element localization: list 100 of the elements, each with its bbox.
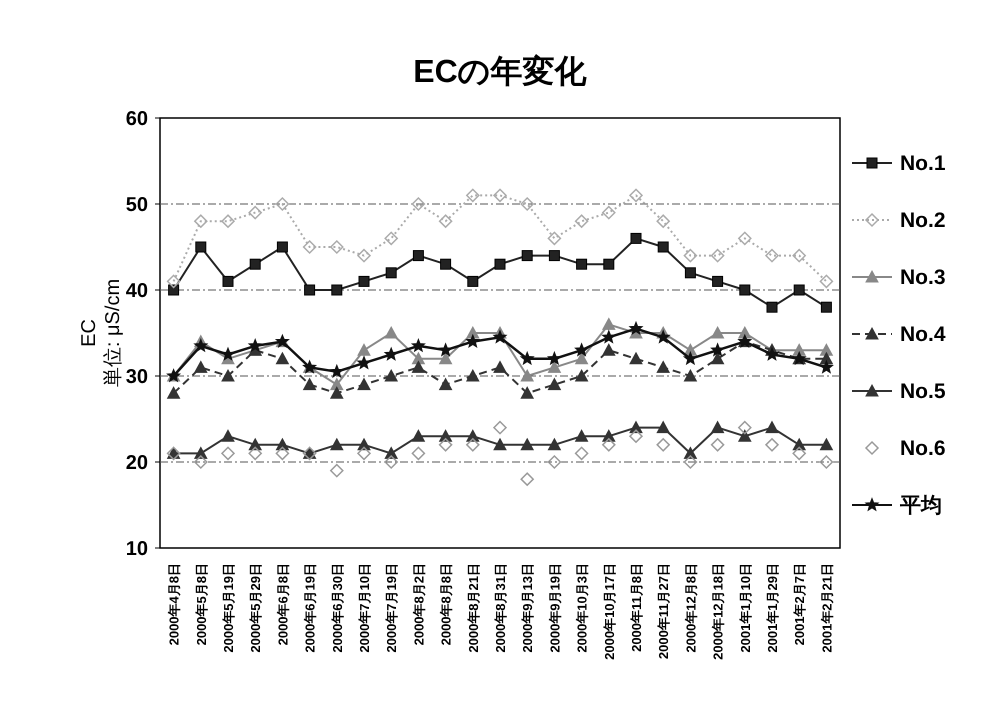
y-tick-label: 60	[126, 108, 148, 130]
x-tick-label: 2000年8月21日	[466, 563, 481, 653]
x-tick-label: 2000年4月8日	[166, 563, 182, 646]
point	[221, 214, 235, 228]
legend-label: No.4	[900, 323, 946, 346]
x-tick-label: 2000年12月18日	[710, 563, 726, 660]
point	[248, 206, 262, 220]
x-tick-label: 2000年6月19日	[302, 563, 318, 653]
point	[384, 455, 398, 469]
point	[548, 378, 561, 390]
point	[248, 446, 262, 460]
y-tick-label: 40	[126, 280, 148, 302]
point	[466, 370, 480, 382]
point	[710, 438, 724, 452]
point	[494, 360, 506, 373]
point	[548, 438, 561, 450]
x-tick-label: 2000年8月8日	[438, 563, 454, 646]
point	[602, 318, 616, 330]
point	[520, 197, 534, 211]
point	[439, 378, 452, 390]
point	[222, 370, 234, 382]
x-tick-label: 2000年6月30日	[330, 563, 345, 653]
point	[656, 438, 670, 452]
point	[629, 188, 643, 202]
point	[765, 348, 779, 360]
y-tick-label: 10	[126, 538, 148, 560]
point	[466, 188, 480, 202]
point	[684, 267, 696, 278]
y-tick-label: 50	[126, 194, 148, 216]
y-tick-label: 20	[126, 452, 148, 474]
legend-label: No.5	[900, 380, 946, 403]
point	[357, 248, 371, 262]
point	[357, 446, 371, 460]
point	[194, 455, 208, 469]
point	[575, 352, 588, 364]
point	[629, 322, 643, 334]
x-tick-label: 2000年7月10日	[357, 563, 372, 653]
point	[820, 274, 834, 288]
point	[439, 352, 452, 364]
point	[574, 214, 588, 228]
point	[629, 429, 643, 443]
point	[738, 430, 752, 442]
point	[603, 258, 614, 270]
point	[684, 352, 698, 365]
point	[303, 378, 316, 390]
point	[166, 274, 180, 288]
point	[493, 330, 507, 344]
point	[738, 420, 752, 434]
point	[765, 248, 779, 262]
point	[656, 421, 670, 434]
point	[493, 188, 507, 202]
point	[412, 446, 426, 460]
point	[520, 438, 534, 450]
x-tick-label: 2000年9月19日	[547, 563, 562, 653]
point	[602, 206, 616, 220]
point	[522, 250, 533, 262]
point	[222, 276, 234, 287]
point	[656, 360, 670, 373]
x-tick-label: 2000年11月8日	[629, 563, 644, 652]
point	[684, 248, 698, 262]
x-tick-label: 2000年6月8日	[275, 563, 290, 646]
point	[575, 370, 588, 382]
point	[765, 438, 779, 452]
point	[630, 352, 642, 364]
point	[574, 446, 588, 460]
point	[520, 386, 534, 399]
point	[330, 386, 344, 399]
point	[358, 344, 370, 356]
point	[820, 455, 834, 469]
point	[658, 242, 669, 252]
x-tick-label: 2001年2月7日	[792, 563, 808, 646]
point	[820, 360, 834, 374]
legend-label: No.1	[900, 152, 946, 175]
y-axis-title: EC 単位: μS/cm	[78, 278, 124, 388]
x-tick-label: 2000年5月8日	[194, 563, 209, 646]
point	[195, 242, 206, 252]
point	[276, 197, 290, 211]
point	[330, 378, 344, 390]
legend-label: 平均	[899, 494, 942, 517]
point	[684, 455, 698, 469]
legend-label: No.3	[900, 266, 946, 289]
point	[548, 232, 562, 246]
point	[302, 240, 316, 254]
point	[222, 430, 234, 442]
point	[792, 248, 806, 262]
point	[412, 250, 424, 262]
point	[494, 438, 506, 450]
point	[438, 214, 452, 228]
point	[412, 197, 426, 211]
point	[710, 343, 724, 356]
point	[221, 446, 235, 460]
point	[575, 430, 588, 442]
point	[194, 214, 208, 228]
point	[711, 326, 724, 338]
point	[630, 232, 642, 244]
y-tick-label: 30	[126, 366, 148, 388]
legend-label: No.2	[900, 209, 946, 232]
x-tick-label: 2000年5月29日	[248, 563, 264, 653]
point	[711, 421, 724, 434]
point	[820, 438, 833, 450]
